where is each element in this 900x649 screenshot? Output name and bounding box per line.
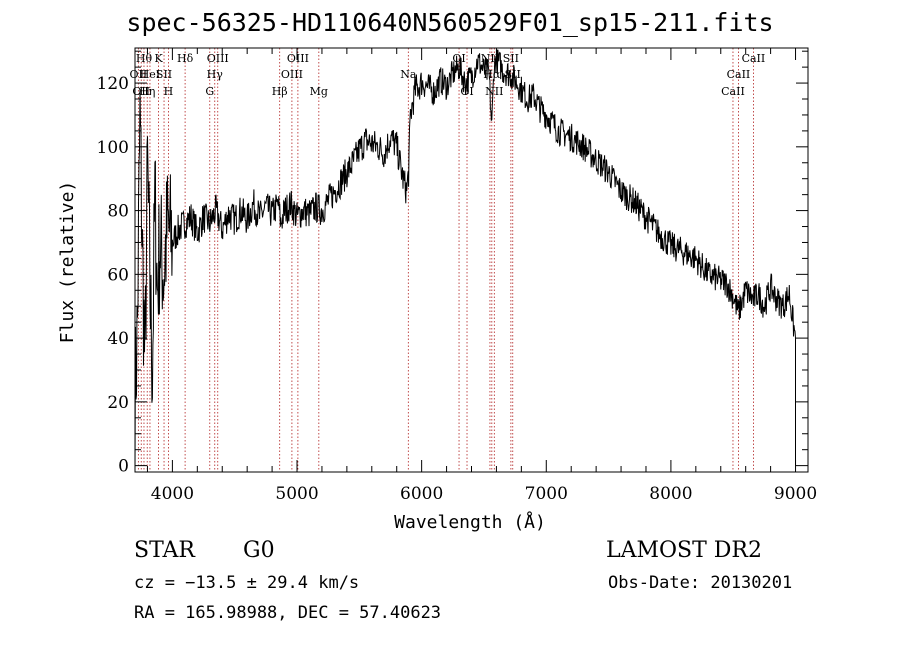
y-tick-label: 100	[97, 138, 129, 158]
marker-label-OIII: OIII	[287, 52, 309, 65]
plot-axes: 4000 5000 6000 7000 8000 9000 0 20 40 60 80 100 120	[97, 47, 817, 504]
marker-label-Hη: Hη	[139, 85, 155, 98]
observation-date: Obs-Date: 20130201	[608, 573, 793, 593]
marker-label-OII: OII	[132, 85, 150, 98]
sky-coordinates: RA = 165.98988, DEC = 57.40623	[134, 603, 442, 623]
marker-label-CaII: CaII	[727, 68, 751, 81]
marker-label-Na: Na	[400, 68, 417, 81]
marker-label-CaII: CaII	[742, 52, 766, 65]
survey-name: LAMOST DR2	[606, 538, 762, 563]
spectrum-line	[134, 49, 796, 471]
x-tick-label: 9000	[774, 484, 817, 504]
spectral-line-labels: OII OII Hθ Hη HeI K SII H Hδ G Hγ OIII Hβ OIII OIII Mg N…	[130, 52, 766, 98]
marker-label-Hγ: Hγ	[207, 68, 224, 81]
x-tick-label: 8000	[649, 484, 692, 504]
marker-label-OI: OI	[452, 52, 465, 65]
marker-label-CaII: CaII	[721, 85, 745, 98]
marker-label-NII: NII	[485, 85, 503, 98]
x-tick-label: 6000	[400, 484, 443, 504]
y-tick-label: 40	[107, 329, 129, 349]
x-tick-label: 7000	[525, 484, 568, 504]
y-tick-label: 20	[107, 393, 129, 413]
x-axis-label: Wavelength (Å)	[394, 511, 546, 533]
plot-frame	[134, 47, 809, 473]
marker-label-Hα: Hα	[483, 68, 501, 81]
marker-label-K: K	[154, 52, 163, 65]
marker-label-Hβ: Hβ	[272, 85, 288, 98]
marker-label-SII: SII	[156, 68, 172, 81]
marker-label-G: G	[205, 85, 214, 98]
y-tick-label: 0	[118, 457, 129, 477]
x-tick-label: 4000	[151, 484, 194, 504]
y-tick-label: 120	[97, 74, 129, 94]
spectral-line-markers	[137, 48, 754, 472]
marker-label-Mg: Mg	[310, 85, 328, 98]
marker-label-OII: OII	[130, 68, 148, 81]
redshift-velocity: cz = −13.5 ± 29.4 km/s	[134, 573, 360, 593]
marker-label-OIII: OIII	[207, 52, 229, 65]
marker-label-SII: SII	[503, 52, 519, 65]
spectral-subclass: G0	[243, 538, 275, 563]
y-axis-label: Flux (relative)	[57, 181, 78, 344]
marker-label-HeI: HeI	[140, 68, 160, 81]
marker-label-Hδ: Hδ	[177, 52, 194, 65]
marker-label-Hθ: Hθ	[136, 52, 153, 65]
chart-title: spec-56325-HD110640N560529F01_sp15-211.f…	[126, 8, 774, 37]
object-type: STAR	[134, 538, 195, 563]
y-tick-label: 60	[107, 265, 129, 285]
y-tick-label: 80	[107, 202, 129, 222]
marker-label-H: H	[164, 85, 174, 98]
x-tick-label: 5000	[275, 484, 318, 504]
marker-label-OIII: OIII	[281, 68, 303, 81]
